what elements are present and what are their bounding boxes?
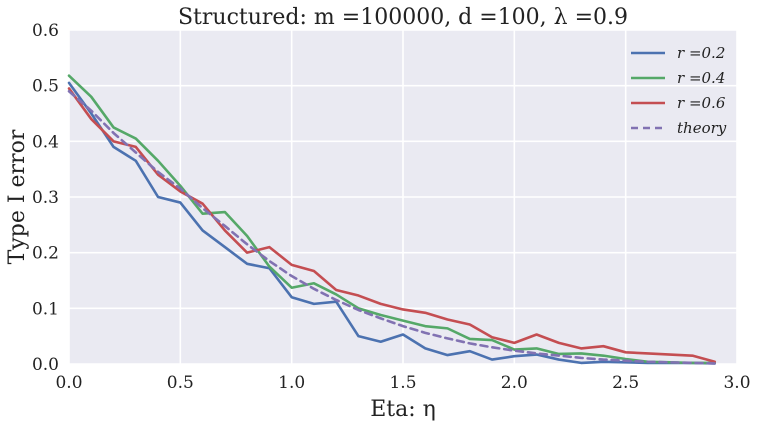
- y-tick-label: 0.2: [32, 244, 59, 264]
- y-tick-label: 0.1: [32, 299, 59, 319]
- series-layer: [67, 74, 717, 365]
- x-tick-label: 0.0: [55, 373, 82, 393]
- series-line-r-0: [67, 81, 717, 365]
- tick-labels: 0.0 0.5 1.0 1.5 2.0 2.5 3.0 0.0 0.1 0.2 0.3 0.4 0.5 0…: [32, 21, 751, 393]
- legend-label: r =0.2: [677, 44, 725, 62]
- series-line-theory: [67, 89, 717, 365]
- x-axis-title: Eta: η: [370, 397, 436, 422]
- legend: r =0.2 r =0.4 r =0.6 theory: [631, 44, 727, 137]
- x-tick-label: 2.0: [501, 373, 528, 393]
- grid-lines: [68, 29, 738, 365]
- x-tick-label: 1.5: [389, 373, 416, 393]
- y-axis-title: Type I error: [5, 129, 30, 264]
- y-tick-label: 0.3: [32, 188, 59, 208]
- legend-label: theory: [677, 119, 727, 137]
- legend-label: r =0.4: [677, 69, 725, 87]
- chart-title: Structured: m =100000, d =100, λ =0.9: [178, 5, 628, 30]
- series-line-r-1: [67, 74, 717, 365]
- legend-label: r =0.6: [677, 94, 726, 112]
- y-tick-label: 0.0: [32, 355, 59, 375]
- y-tick-label: 0.6: [32, 21, 59, 41]
- y-tick-label: 0.4: [32, 132, 59, 152]
- x-tick-label: 0.5: [167, 373, 194, 393]
- x-tick-label: 2.5: [612, 373, 639, 393]
- x-tick-label: 3.0: [723, 373, 750, 393]
- series-line-r-2: [67, 87, 717, 364]
- y-tick-label: 0.5: [32, 77, 59, 97]
- x-tick-label: 1.0: [278, 373, 305, 393]
